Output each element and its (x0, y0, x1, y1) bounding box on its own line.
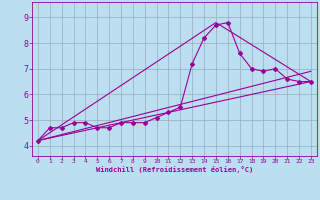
X-axis label: Windchill (Refroidissement éolien,°C): Windchill (Refroidissement éolien,°C) (96, 166, 253, 173)
